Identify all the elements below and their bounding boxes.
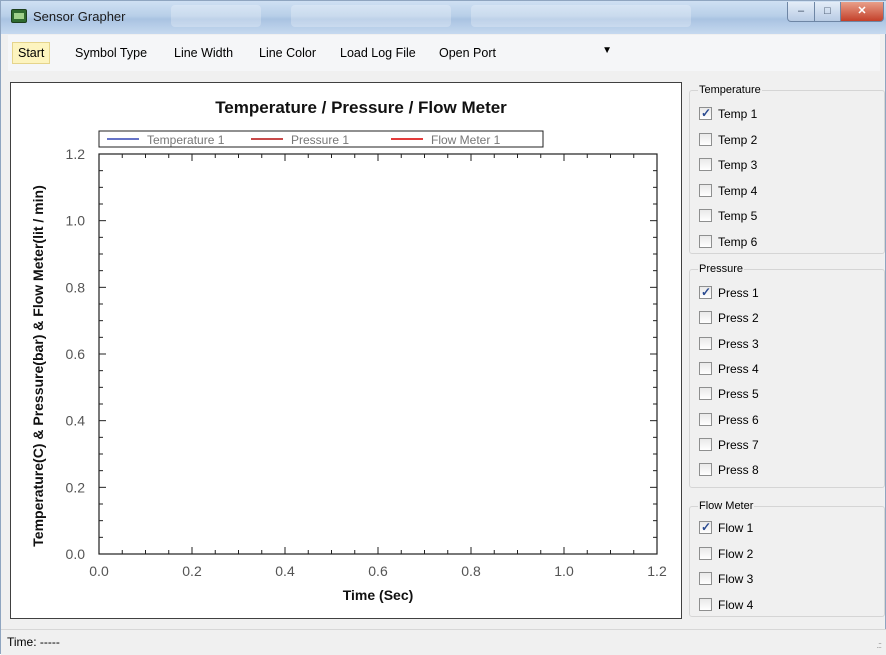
temperature-group: Temperature Temp 1 Temp 2 Temp 3 Temp 4 Temp…	[689, 84, 885, 254]
x-tick-label: 1.0	[554, 563, 574, 579]
legend-box	[98, 130, 544, 148]
press-checkbox-label: Press 3	[718, 336, 759, 351]
press-checkbox-label: Press 6	[718, 412, 759, 427]
legend-label: Flow Meter 1	[431, 133, 501, 147]
title-bar[interactable]: Sensor Grapher – □ ✕	[1, 1, 886, 34]
checkbox[interactable]	[699, 311, 712, 325]
temp-checkbox-label: Temp 6	[718, 234, 758, 249]
y-tick-label: 0.8	[66, 279, 86, 295]
x-tick-label: 0.2	[182, 563, 202, 579]
y-tick-label: 1.2	[66, 146, 86, 162]
checkbox[interactable]	[699, 572, 712, 585]
press-checkbox-label: Press 1	[718, 286, 759, 300]
y-tick-label: 1.0	[66, 213, 86, 229]
resize-grip-icon[interactable]: .::	[876, 640, 881, 650]
x-tick-label: 1.2	[647, 563, 667, 579]
y-tick-label: 0.0	[66, 546, 86, 562]
y-tick-label: 0.2	[66, 479, 86, 495]
checkbox[interactable]	[699, 387, 712, 401]
menu-symbol-type[interactable]: Symbol Type	[75, 46, 148, 60]
temp-checkbox-label: Temp 1	[718, 107, 758, 121]
x-tick-label: 0.4	[275, 563, 295, 579]
x-tick-label: 0.8	[461, 563, 481, 579]
close-button[interactable]: ✕	[840, 2, 884, 22]
checkbox[interactable]	[699, 234, 712, 248]
chart-panel: Temperature / Pressure / Flow Meter 0.0 0.…	[10, 82, 682, 619]
pressure-group-title: Pressure	[698, 263, 745, 275]
x-tick-label: 0.0	[89, 563, 109, 579]
checkbox[interactable]	[699, 336, 712, 350]
checkbox[interactable]	[699, 519, 712, 535]
y-axis-label: Temperature(C) & Pressure(bar) & Flow Me…	[30, 185, 46, 546]
flow-meter-group-title: Flow Meter	[698, 500, 755, 512]
x-axis-label: Time (Sec)	[343, 587, 414, 603]
press-checkbox-label: Press 4	[718, 361, 759, 376]
temp-checkbox-label: Temp 4	[718, 183, 758, 198]
app-icon	[11, 9, 27, 23]
flow-checkbox-label: Flow 3	[718, 572, 754, 586]
status-bar: Time: ----- .::	[1, 629, 886, 655]
chart-title: Temperature / Pressure / Flow Meter	[215, 98, 507, 117]
menu-load-log-file[interactable]: Load Log File	[340, 46, 416, 60]
press-checkbox-label: Press 7	[718, 437, 759, 452]
checkbox[interactable]	[699, 412, 712, 426]
press-checkbox-label: Press 8	[718, 463, 759, 478]
temp-checkbox-label: Temp 2	[718, 132, 758, 147]
maximize-button[interactable]: □	[814, 2, 841, 22]
checkbox[interactable]	[699, 437, 712, 451]
temperature-group-title: Temperature	[698, 84, 762, 96]
y-tick-label: 0.6	[66, 346, 86, 362]
checkbox[interactable]	[699, 183, 712, 197]
checkbox[interactable]	[699, 463, 712, 477]
checkbox[interactable]	[699, 158, 712, 171]
legend-label: Temperature 1	[147, 133, 225, 147]
flow-checkbox-label: Flow 2	[718, 546, 754, 561]
flow-checkbox-label: Flow 4	[718, 597, 754, 612]
sensor-sidebar: Temperature Temp 1 Temp 2 Temp 3 Temp 4 Temp…	[689, 82, 885, 620]
y-tick-label: 0.4	[66, 413, 86, 429]
checkbox[interactable]	[699, 546, 712, 560]
menu-start[interactable]: Start	[12, 42, 51, 64]
menu-line-width[interactable]: Line Width	[174, 46, 234, 60]
temp-checkbox-label: Temp 3	[718, 158, 758, 172]
checkbox[interactable]	[699, 284, 712, 300]
window-title: Sensor Grapher	[33, 9, 126, 24]
menu-open-port[interactable]: Open Port	[439, 46, 496, 60]
dropdown-arrow-icon[interactable]: ▼	[602, 45, 612, 56]
status-time: Time: -----	[7, 635, 60, 649]
press-checkbox-label: Press 2	[718, 311, 759, 326]
checkbox[interactable]	[699, 597, 712, 611]
temp-checkbox-label: Temp 5	[718, 209, 758, 223]
flow-checkbox-label: Flow 1	[718, 521, 754, 535]
pressure-group: Pressure Press 1 Press 2 Press 3 Press 4 Pre…	[689, 263, 885, 488]
checkbox[interactable]	[699, 361, 712, 375]
minimize-button[interactable]: –	[787, 2, 815, 22]
x-tick-label: 0.6	[368, 563, 388, 579]
checkbox[interactable]	[699, 132, 712, 146]
plot-area	[98, 153, 658, 555]
legend-label: Pressure 1	[291, 133, 349, 147]
menu-bar: Start Symbol Type Line Width Line Color …	[8, 35, 880, 71]
port-select[interactable]: ▼	[518, 42, 624, 64]
checkbox[interactable]	[699, 105, 712, 121]
menu-line-color[interactable]: Line Color	[259, 46, 316, 60]
flow-meter-group: Flow Meter Flow 1 Flow 2 Flow 3 Flow 4	[689, 500, 885, 617]
press-checkbox-label: Press 5	[718, 387, 759, 402]
checkbox[interactable]	[699, 209, 712, 222]
